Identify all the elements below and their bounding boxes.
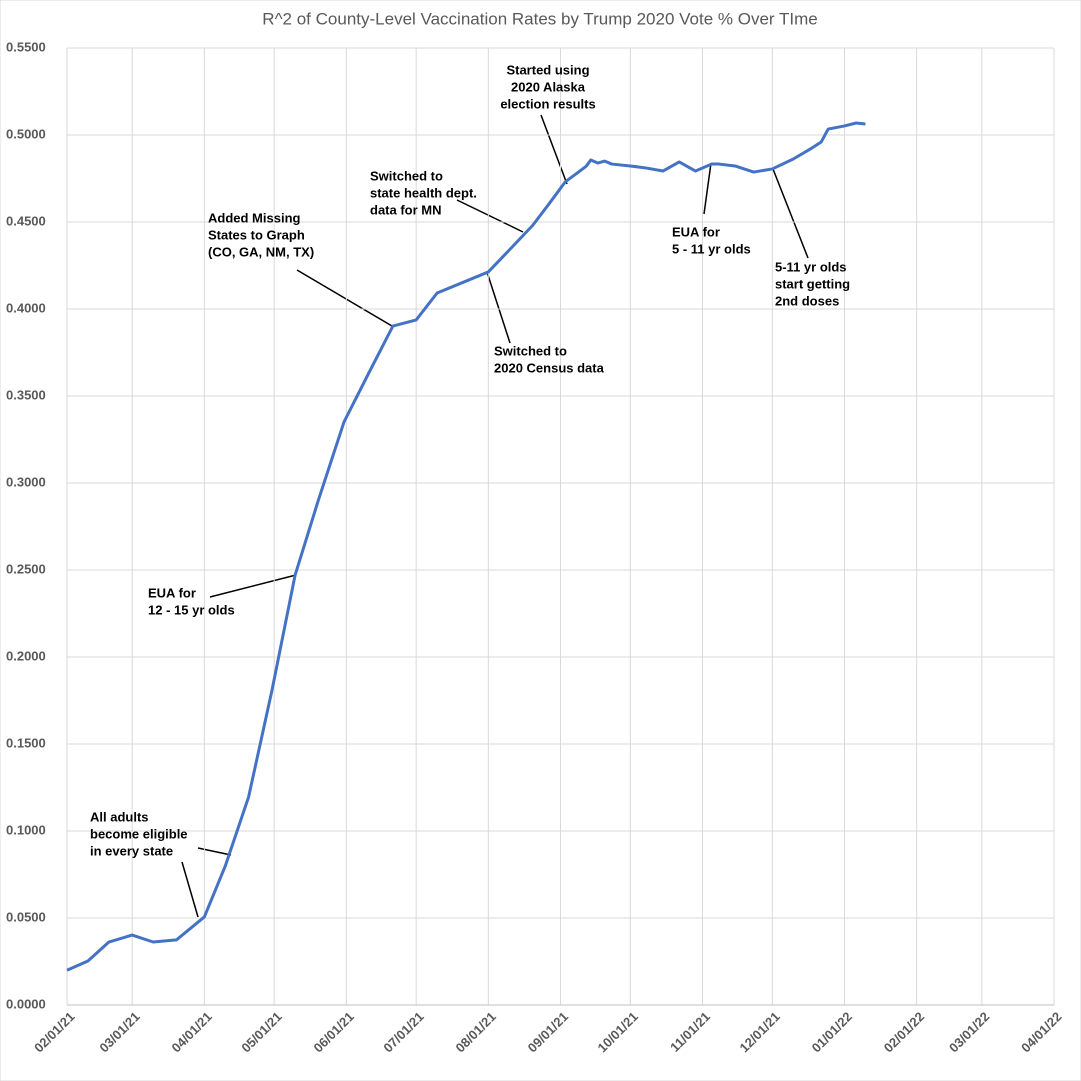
y-tick-label: 0.3500: [6, 387, 46, 402]
annotation: Switched to: [370, 168, 443, 183]
annotation: 5 - 11 yr olds: [672, 241, 751, 256]
y-tick-label: 0.4500: [6, 213, 46, 228]
leader-line: [772, 168, 809, 259]
annotation: All adults: [90, 809, 149, 824]
annotation: state health dept.: [370, 185, 477, 200]
annotation: 5-11 yr olds: [775, 259, 847, 274]
leader-line: [197, 847, 232, 856]
annotation: Switched to: [494, 343, 567, 358]
annotation: 12 - 15 yr olds: [148, 602, 235, 617]
annotation: EUA for: [148, 585, 196, 600]
y-tick-label: 0.1000: [6, 822, 46, 837]
leader-line: [486, 271, 511, 344]
annotation: 2nd doses: [775, 293, 839, 308]
annotation: 2020 Alaska: [511, 79, 586, 94]
y-tick-label: 0.5000: [6, 126, 46, 141]
annotation: in every state: [90, 843, 173, 858]
leader-line: [540, 114, 568, 185]
leader-line: [296, 269, 393, 327]
annotation: Started using: [506, 62, 589, 77]
leader-line: [456, 199, 524, 233]
annotation: election results: [500, 96, 595, 111]
annotation: become eligible: [90, 826, 188, 841]
y-tick-label: 0.0500: [6, 909, 46, 924]
y-tick-label: 0.4000: [6, 300, 46, 315]
annotation: 2020 Census data: [494, 360, 605, 375]
annotation: data for MN: [370, 202, 442, 217]
chart-title: R^2 of County-Level Vaccination Rates by…: [262, 9, 817, 28]
leader-line: [703, 162, 712, 215]
y-tick-label: 0.5500: [6, 39, 46, 54]
annotation: Added Missing: [208, 210, 301, 225]
y-tick-label: 0.0000: [6, 996, 46, 1011]
annotation: (CO, GA, NM, TX): [208, 244, 314, 259]
y-tick-label: 0.3000: [6, 474, 46, 489]
annotation: EUA for: [672, 224, 720, 239]
data-line: [66, 121, 866, 972]
y-tick-label: 0.2000: [6, 648, 46, 663]
annotation: start getting: [775, 276, 850, 291]
leader-line: [181, 861, 199, 918]
y-tick-label: 0.1500: [6, 735, 46, 750]
annotation: States to Graph: [208, 227, 305, 242]
y-tick-label: 0.2500: [6, 561, 46, 576]
leader-line: [209, 574, 297, 598]
